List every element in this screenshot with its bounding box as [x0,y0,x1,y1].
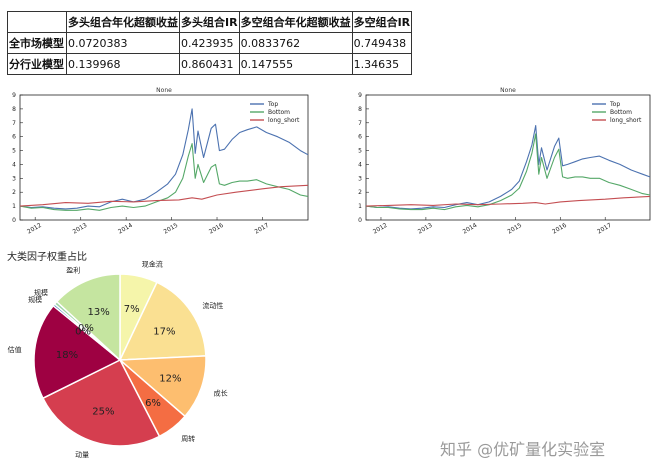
pie-percent-label: 7% [124,304,140,315]
table-cell: 1.34635 [351,53,413,75]
table-cell: 0.860431 [179,53,240,75]
table-cell: 0.749438 [351,32,413,54]
x-tick-label: 2015 [506,222,523,236]
row-label: 分行业模型 [7,53,67,75]
series-line-long-short [19,184,308,207]
series-line-top [19,108,309,210]
right-line-chart: None 0 1 2 3 4 5 6 7 8 9 2012 2013 2014 2015 2016 2017 To… [358,87,651,236]
x-tick-label: 2013 [417,222,434,236]
chart-title: None [500,87,516,94]
plot-frame [365,94,651,221]
x-tick-label: 2014 [462,222,479,236]
y-tick-label: 2 [358,189,362,196]
y-tick-label: 8 [12,106,16,113]
table-header-cell: 多头组合年化超额收益 [66,11,180,33]
table-header-row: 多头组合年化超额收益 多头组合IR 多空组合年化超额收益 多空组合IR [7,11,413,33]
series-line-bottom [365,133,651,211]
pie-slice [41,359,161,447]
watermark: 知乎 @优矿量化实验室 [440,440,606,459]
table-row: 分行业模型 0.139968 0.860431 0.147555 1.34635 [7,53,413,75]
table-header-cell: 多头组合IR [179,11,240,33]
x-tick-label: 2013 [72,222,89,236]
plot-frame [19,94,309,221]
y-tick-label: 2 [12,189,16,196]
x-tick-label: 2012 [372,222,389,236]
y-tick-label: 4 [358,161,362,168]
pie-slice [33,304,122,400]
y-tick-label: 5 [12,148,16,155]
pie-category-label: 成长 [214,388,228,397]
series-line-bottom [19,143,309,211]
pie-chart-title: 大类因子权重占比 [7,252,87,263]
table-cell: 0.139968 [66,53,180,75]
table-cell: 0.0720383 [66,32,180,54]
chart-title: None [156,87,172,94]
pie-category-label: 现金流 [142,259,163,268]
row-label: 全市场模型 [7,32,67,54]
x-tick-label: 2012 [26,222,43,236]
y-tick-label: 8 [358,106,362,113]
stats-table: 多头组合年化超额收益 多头组合IR 多空组合年化超额收益 多空组合IR 全市场模… [7,11,413,75]
x-tick-label: 2017 [253,222,270,236]
y-tick-label: 0 [358,217,362,224]
y-tick-label: 1 [358,203,362,210]
x-tick-label: 2017 [596,222,613,236]
pie-chart: 7%17%12%6%25%18%0%0%13%现金流流动性成长周转动量估值规模规… [8,259,228,459]
pie-category-label: 盈利 [66,265,80,274]
pie-percent-label: 18% [56,350,78,361]
y-tick-label: 9 [12,92,16,99]
x-tick-label: 2014 [117,222,134,236]
y-tick-label: 6 [12,134,16,141]
legend-label: Bottom [610,109,632,116]
x-tick-label: 2016 [551,222,568,236]
y-tick-label: 4 [12,161,16,168]
legend-label: Top [267,101,278,108]
table-header-cell: 多空组合IR [351,11,413,33]
pie-category-label: 动量 [75,450,89,459]
table-cell: 0.423935 [179,32,240,54]
x-tick-label: 2016 [208,222,225,236]
y-tick-label: 7 [12,120,16,127]
series-line-top [365,125,651,210]
pie-slice [118,355,207,418]
legend-label: Bottom [268,109,290,116]
table-row: 全市场模型 0.0720383 0.423935 0.0833762 0.749… [7,32,413,54]
table-header-cell [7,11,67,33]
x-tick-label: 2015 [162,222,179,236]
pie-category-label: 周转 [181,434,195,443]
pie-percent-label: 0% [78,323,94,334]
series-line-long-short [365,195,650,207]
pie-percent-label: 13% [87,307,109,318]
y-tick-label: 5 [358,148,362,155]
y-tick-label: 0 [12,217,16,224]
pie-slice [118,281,207,361]
pie-category-label: 规模 [34,288,48,297]
table-cell: 0.0833762 [238,32,353,54]
pie-percent-label: 0% [75,326,91,337]
legend-label: Top [609,101,620,108]
left-line-chart: None 0 1 2 3 4 5 6 7 8 9 2012 2013 2014 2015 2016 2017 To… [12,87,309,236]
pie-percent-label: 17% [153,327,175,338]
table-cell: 0.147555 [238,53,353,75]
legend-label: long_short [610,117,642,124]
legend-label: long_short [268,117,300,124]
pie-percent-label: 6% [145,398,161,409]
pie-category-label: 估值 [8,345,22,354]
y-tick-label: 3 [358,175,362,182]
pie-category-label: 规模 [28,295,42,304]
pie-percent-label: 25% [92,407,114,418]
pie-slice [55,273,121,362]
y-tick-label: 1 [12,203,16,210]
y-tick-label: 7 [358,120,362,127]
y-tick-label: 6 [358,134,362,141]
y-tick-label: 3 [12,175,16,182]
pie-percent-label: 12% [159,373,181,384]
table-header-cell: 多空组合年化超额收益 [238,11,353,33]
pie-category-label: 流动性 [202,301,223,310]
y-tick-label: 9 [358,92,362,99]
